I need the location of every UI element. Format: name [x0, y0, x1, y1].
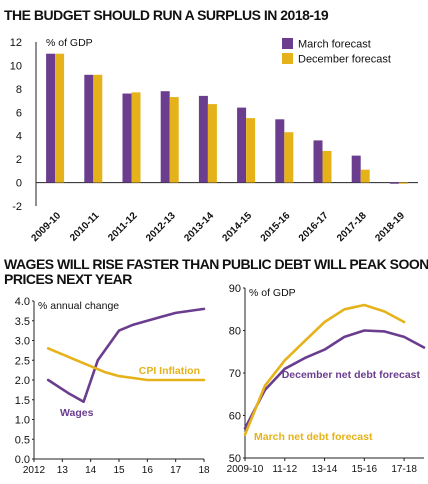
y-tick-label: 2 — [16, 154, 22, 166]
legend-swatch-march — [282, 38, 293, 49]
x-tick-label: 17-18 — [391, 464, 417, 475]
y-tick-label: -2 — [12, 201, 22, 213]
x-tick-label: 11-12 — [272, 464, 297, 475]
bar-march-2012-13 — [160, 91, 170, 183]
series-label: Wages — [60, 407, 94, 419]
bar-march-2011-12 — [122, 93, 132, 183]
y-tick-label: 0.0 — [15, 454, 30, 466]
y-tick-label: 8 — [16, 84, 22, 96]
y-tick-label: 1.5 — [15, 395, 30, 407]
y-tick-label: 60 — [229, 411, 241, 423]
y-axis-label: % of GDP — [249, 287, 296, 299]
bar-december-2009-10 — [55, 53, 65, 183]
y-tick-label: 2.0 — [15, 375, 30, 387]
bar-march-2010-11 — [84, 74, 94, 183]
bar-december-2011-12 — [131, 92, 141, 183]
chart2-title: WAGES WILL RISE FASTER THAN PRICES NEXT … — [4, 257, 219, 287]
y-tick-label: 4.0 — [15, 296, 30, 308]
x-tick-label: 15-16 — [352, 464, 378, 475]
chart1-title: THE BUDGET SHOULD RUN A SURPLUS IN 2018-… — [4, 7, 329, 23]
series-label: March net debt forecast — [254, 431, 373, 443]
chart2-title-line-2: PRICES NEXT YEAR — [4, 271, 132, 287]
y-tick-label: 6 — [16, 107, 22, 119]
y-tick-label: 0 — [16, 178, 22, 190]
wages-vs-prices-line-chart: 0.0 0.5 1.0 1.5 2.0 2.5 3.0 3.5 4.0 2012 13 14 15 16 1… — [15, 296, 210, 476]
x-tick-label: 13-14 — [312, 464, 338, 475]
y-tick-label: 1.0 — [15, 415, 30, 427]
y-tick-label: 50 — [229, 453, 241, 465]
bar-december-2010-11 — [93, 74, 103, 183]
y-tick-label: 3.5 — [15, 316, 30, 328]
bar-december-2014-15 — [246, 118, 256, 183]
x-tick-label: 15 — [113, 465, 125, 476]
y-tick-label: 90 — [229, 283, 241, 295]
bar-march-2018-19 — [389, 182, 399, 184]
series-line-march-net-debt-forecast — [243, 303, 406, 436]
bar-march-2015-16 — [275, 119, 285, 183]
bar-december-2017-18 — [360, 169, 370, 183]
series-line-wages — [46, 307, 206, 404]
bar-march-2016-17 — [313, 140, 323, 183]
x-tick-label: 14 — [85, 465, 97, 476]
x-tick-label: 18 — [198, 465, 210, 476]
x-tick-label: 16 — [142, 465, 154, 476]
chart3-title: PUBLIC DEBT WILL PEAK SOONER — [222, 256, 428, 272]
bar-march-2014-15 — [237, 107, 247, 183]
x-tick-label: 13 — [57, 465, 69, 476]
bar-december-2016-17 — [322, 150, 332, 183]
y-tick-label: 2.5 — [15, 355, 30, 367]
bar-december-2018-19 — [398, 182, 408, 184]
bar-december-2012-13 — [169, 97, 179, 183]
y-axis-label: % of GDP — [46, 37, 93, 49]
bar-december-2013-14 — [207, 104, 217, 183]
y-tick-label: 4 — [16, 131, 22, 143]
bar-march-2013-14 — [198, 95, 208, 183]
legend-label: March forecast — [298, 39, 371, 51]
y-tick-label: 0.5 — [15, 434, 30, 446]
y-tick-label: 80 — [229, 326, 241, 338]
y-axis-label: % annual change — [38, 300, 119, 312]
y-tick-label: 10 — [10, 60, 22, 72]
x-tick-label: 17 — [170, 465, 182, 476]
chart2-title-line-1: WAGES WILL RISE FASTER THAN — [4, 256, 219, 272]
series-label: CPI Inflation — [139, 365, 200, 377]
legend-label: December forecast — [298, 54, 391, 66]
bar-december-2015-16 — [284, 132, 294, 183]
y-tick-label: 70 — [229, 368, 241, 380]
y-tick-label: 12 — [10, 37, 22, 49]
legend-swatch-december — [282, 53, 293, 64]
series-label: December net debt forecast — [282, 369, 421, 381]
y-tick-label: 3.0 — [15, 336, 30, 348]
x-tick-label: 2012 — [23, 465, 46, 476]
x-tick-label: 2009-10 — [227, 464, 264, 475]
series-line-december-net-debt-forecast — [243, 329, 426, 430]
bar-march-2009-10 — [46, 53, 56, 183]
bar-march-2017-18 — [351, 155, 361, 183]
series-line-cpi-inflation — [46, 347, 206, 382]
